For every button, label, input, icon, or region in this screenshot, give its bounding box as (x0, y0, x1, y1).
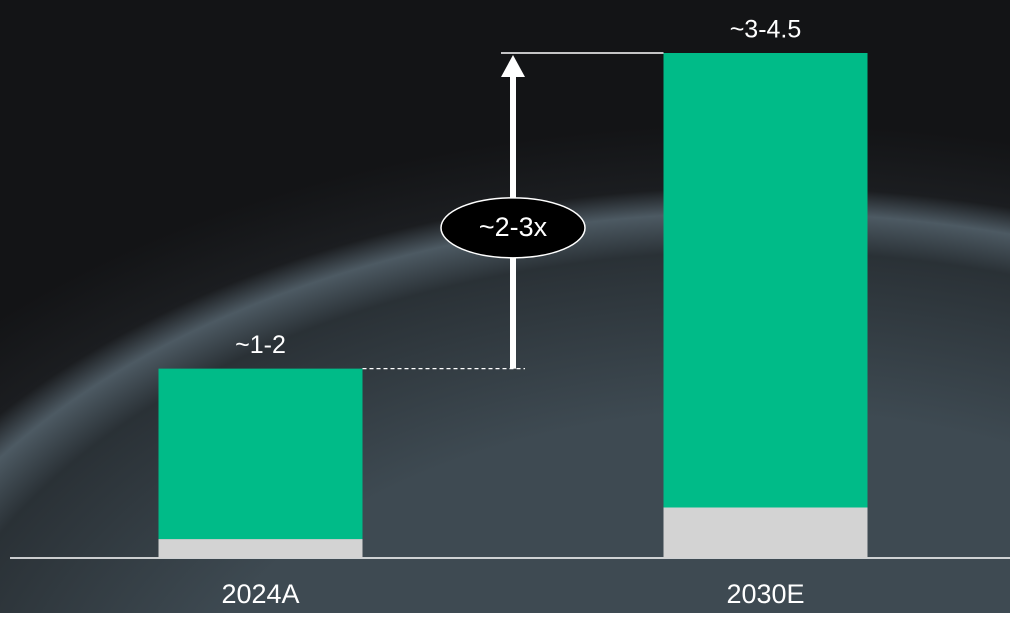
bar-segment (158, 539, 363, 558)
bar-segment (663, 507, 868, 558)
x-tick-label: 2030E (726, 579, 804, 609)
x-tick-label: 2024A (221, 579, 299, 609)
bar-segment (663, 53, 868, 508)
bar-segment (158, 368, 363, 540)
growth-badge (440, 197, 586, 259)
growth-label: ~2-3x (479, 212, 548, 242)
total-label: ~1-2 (235, 331, 286, 359)
total-label: ~3-4.5 (730, 16, 802, 44)
growth-arrow-head (501, 55, 525, 77)
